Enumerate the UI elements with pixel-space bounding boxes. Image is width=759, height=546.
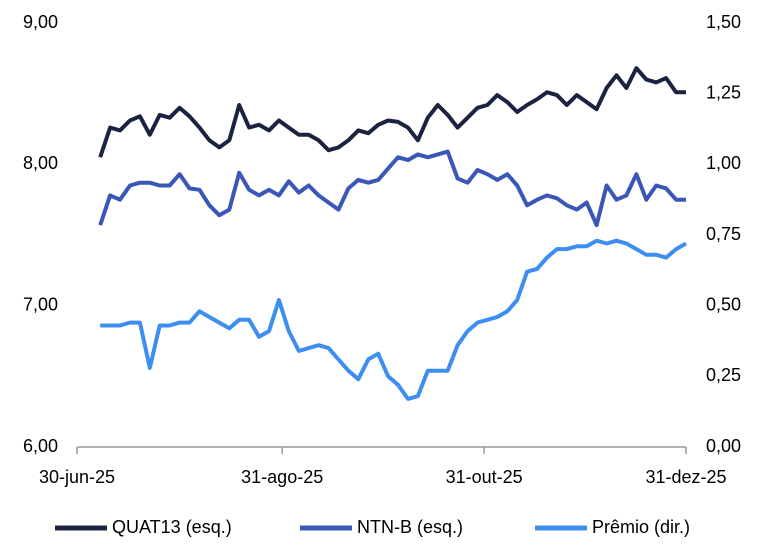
y2-tick-label: 0,00 [706,436,741,456]
y2-tick-label: 0,50 [706,294,741,314]
y-tick-label: 6,00 [23,436,58,456]
legend-label: QUAT13 (esq.) [112,517,232,537]
series-line [98,149,686,228]
legend-label: Prêmio (dir.) [592,517,690,537]
y2-tick-label: 0,75 [706,224,741,244]
x-tick-label: 31-dez-25 [645,467,726,487]
x-tick-label: 31-ago-25 [241,467,323,487]
x-tick-label: 31-out-25 [446,467,523,487]
y2-tick-label: 0,25 [706,365,741,385]
y2-tick-label: 1,25 [706,82,741,102]
legend-label: NTN-B (esq.) [357,517,463,537]
x-tick-label: 30-jun-25 [39,467,115,487]
y-tick-label: 8,00 [23,153,58,173]
y2-tick-label: 1,00 [706,153,741,173]
series-line [98,66,686,158]
y-tick-label: 9,00 [23,12,58,32]
y-tick-label: 7,00 [23,294,58,314]
y2-tick-label: 1,50 [706,12,741,32]
series-line [100,238,687,401]
